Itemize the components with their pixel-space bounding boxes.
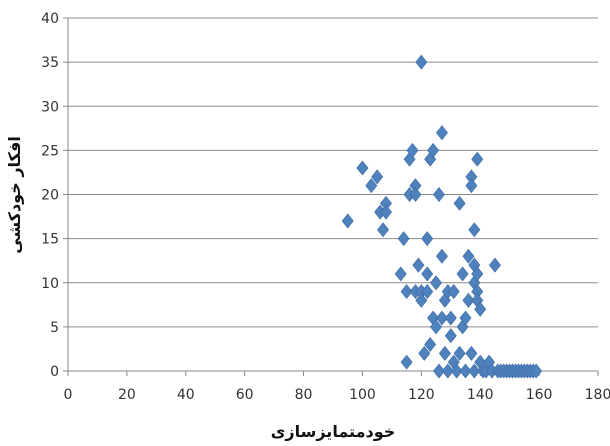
data-point — [415, 54, 428, 70]
data-point — [371, 169, 384, 185]
data-point — [441, 363, 454, 379]
data-point — [438, 345, 451, 361]
data-point — [462, 292, 475, 308]
x-tick-labels: 0 20 40 60 80 100 120 140 160 180 — [64, 371, 610, 403]
data-point — [341, 213, 354, 229]
x-axis-title: خودمتمایزسازی — [271, 422, 396, 441]
y-tick-label: 35 — [41, 55, 59, 71]
data-point — [465, 178, 478, 194]
data-point — [488, 257, 501, 273]
x-tick-label: 160 — [526, 387, 553, 403]
data-point — [456, 266, 469, 282]
data-point — [397, 231, 410, 247]
data-point — [409, 187, 422, 202]
x-tick-label: 60 — [236, 387, 254, 403]
data-point — [444, 328, 457, 344]
y-axis-title: افکار خودکشی — [5, 136, 24, 254]
data-point — [400, 284, 413, 300]
data-points — [341, 54, 543, 379]
data-point — [377, 222, 390, 238]
data-point — [471, 266, 484, 282]
x-tick-label: 140 — [467, 387, 494, 403]
data-point — [421, 266, 434, 282]
data-point — [365, 178, 378, 194]
data-point — [468, 363, 481, 379]
y-tick-label: 5 — [50, 320, 59, 336]
y-tick-label: 30 — [41, 99, 59, 115]
x-tick-label: 0 — [64, 387, 73, 403]
data-point — [412, 257, 425, 273]
data-point — [427, 142, 440, 158]
x-tick-label: 180 — [585, 387, 610, 403]
x-tick-label: 80 — [295, 387, 313, 403]
data-point — [453, 195, 466, 211]
data-point — [435, 310, 448, 326]
y-tick-label: 20 — [41, 188, 59, 204]
data-point — [400, 354, 413, 370]
data-point — [465, 345, 478, 361]
data-point — [450, 363, 463, 379]
data-point — [380, 204, 392, 220]
data-point — [444, 310, 457, 326]
data-point — [433, 187, 445, 202]
data-point — [418, 345, 431, 361]
y-tick-label: 10 — [41, 276, 59, 292]
data-point — [435, 125, 448, 141]
data-point — [447, 284, 460, 300]
x-tick-label: 100 — [349, 387, 376, 403]
data-point — [430, 275, 443, 291]
data-point — [406, 142, 419, 158]
data-point — [530, 363, 543, 379]
y-tick-labels: 0 5 10 15 20 25 30 35 40 — [41, 11, 68, 380]
data-point — [453, 345, 466, 361]
data-point — [421, 231, 434, 247]
x-tick-label: 120 — [408, 387, 435, 403]
data-point — [415, 292, 428, 308]
data-point — [430, 319, 443, 335]
data-point — [459, 363, 472, 379]
y-tick-label: 25 — [41, 143, 59, 159]
data-point — [356, 160, 369, 176]
data-point — [424, 337, 437, 353]
data-point — [394, 266, 407, 282]
data-point — [474, 301, 487, 317]
data-point — [433, 363, 445, 379]
y-tick-label: 15 — [41, 232, 59, 248]
data-point — [462, 248, 475, 264]
data-point — [459, 310, 472, 326]
x-tick-label: 40 — [177, 387, 195, 403]
grid-lines — [68, 17, 598, 328]
data-point — [421, 284, 434, 300]
data-point — [468, 222, 481, 238]
data-point — [471, 151, 484, 167]
data-point — [435, 248, 448, 264]
y-tick-label: 0 — [50, 364, 59, 380]
x-tick-label: 20 — [118, 387, 136, 403]
y-tick-label: 40 — [41, 11, 59, 27]
